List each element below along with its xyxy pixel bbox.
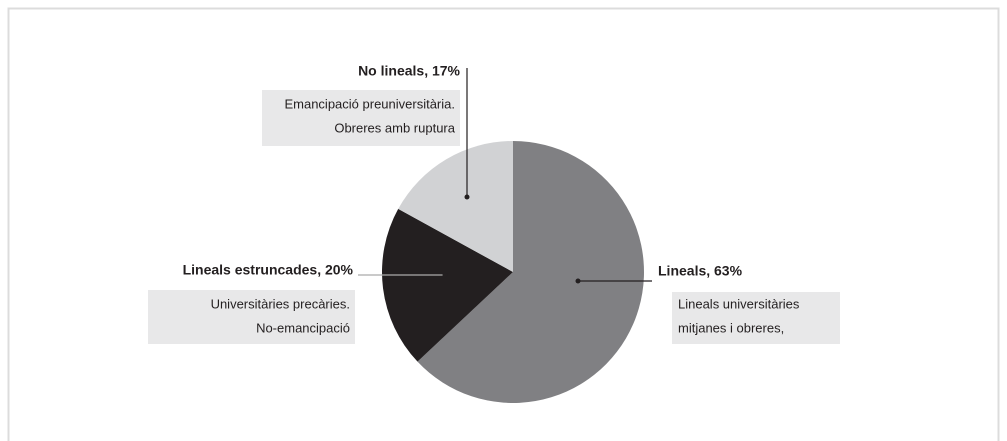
- leader-dot: [575, 278, 581, 284]
- slice-label: No lineals, 17%: [358, 63, 460, 79]
- slice-label: Lineals, 63%: [658, 263, 743, 279]
- description-line: Obreres amb ruptura: [334, 120, 455, 135]
- description-box: [262, 90, 460, 146]
- description-line: Emancipació preuniversitària.: [284, 96, 455, 111]
- pie-slice: [381, 208, 513, 362]
- leader-dot: [464, 194, 470, 200]
- description-line: Lineals universitàries: [678, 296, 800, 311]
- description-box: [672, 292, 840, 344]
- description-line: mitjanes i obreres,: [678, 320, 784, 335]
- description-box: [148, 290, 355, 344]
- slice-label: Lineals estruncades, 20%: [183, 262, 354, 278]
- pie-slice: [398, 141, 513, 272]
- description-line: No-emancipació: [256, 320, 350, 335]
- description-line: Universitàries precàries.: [211, 296, 350, 311]
- pie-slice: [417, 141, 644, 403]
- leader-dot: [442, 272, 448, 278]
